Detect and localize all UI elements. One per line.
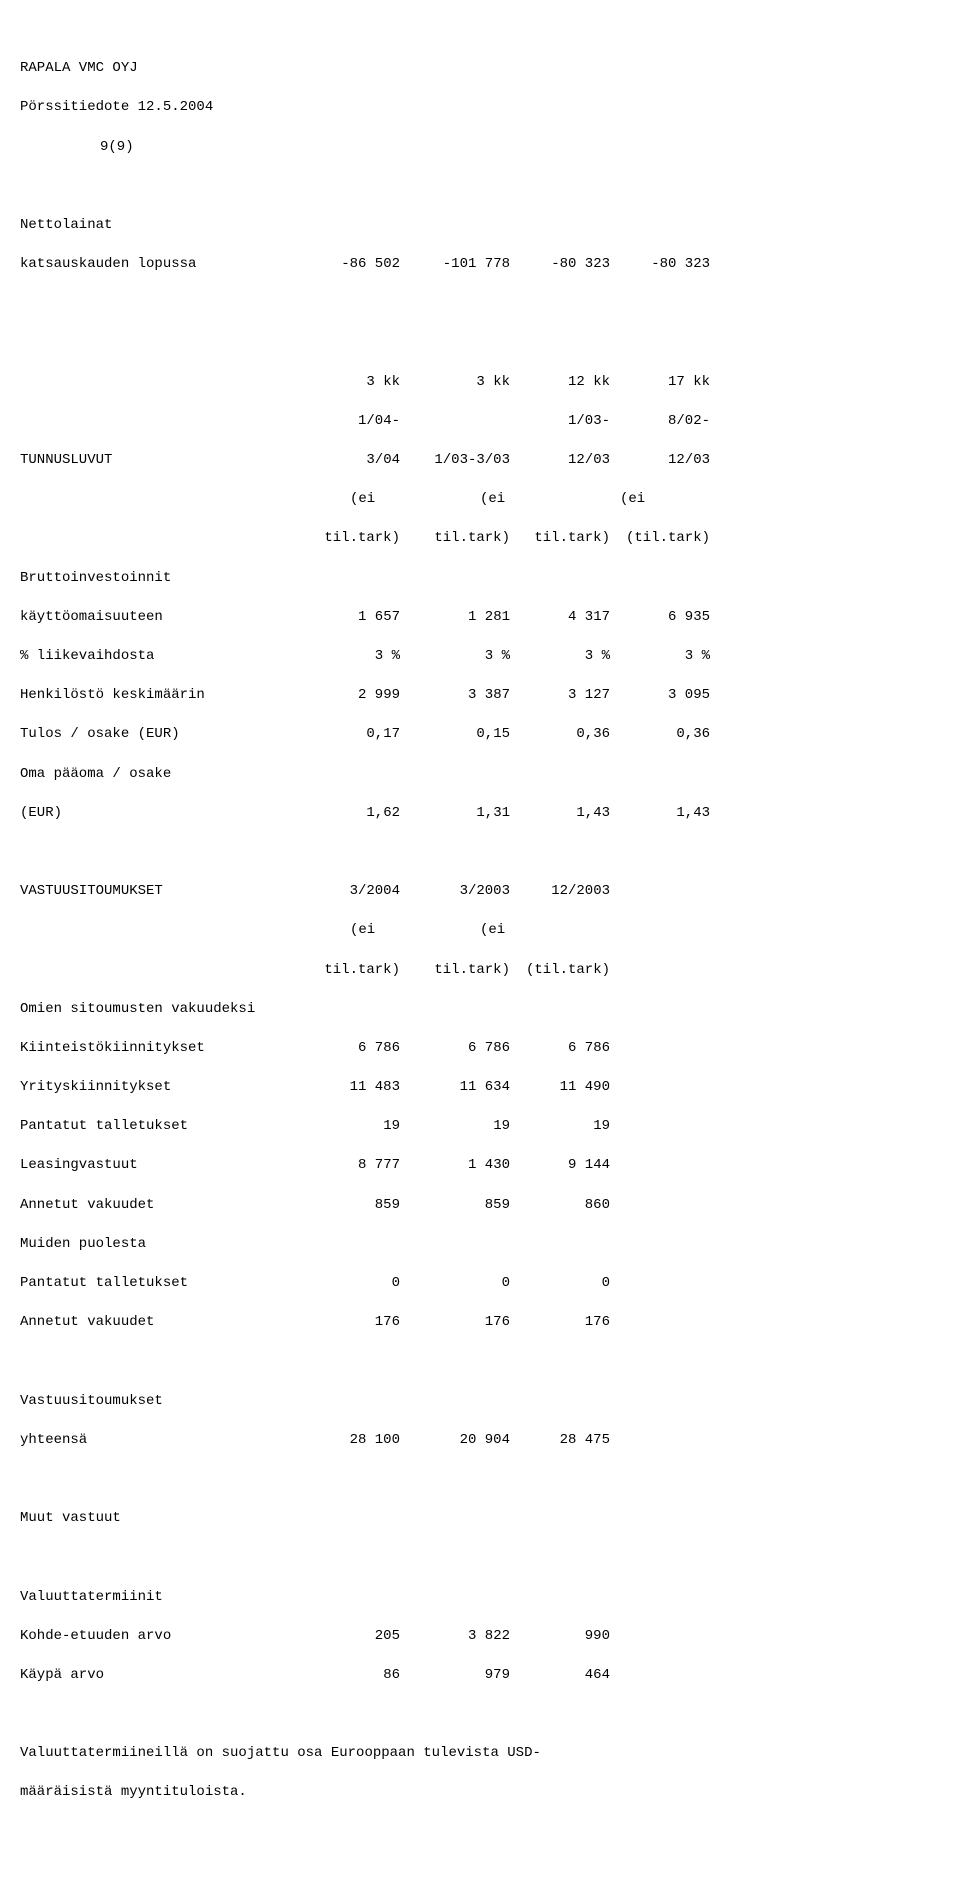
key-header-d: (ei(ei(ei xyxy=(20,490,940,510)
company-name: RAPALA VMC OYJ xyxy=(20,59,940,79)
commit-r3: Pantatut talletukset191919 xyxy=(20,1117,940,1137)
commit-f2: Käypä arvo86979464 xyxy=(20,1666,940,1686)
key-title: TUNNUSLUVUT xyxy=(20,451,300,471)
commit-title: VASTUUSITOUMUKSET xyxy=(20,882,300,902)
commit-tot: yhteensä28 10020 90428 475 xyxy=(20,1431,940,1451)
commit-r1: Kiinteistökiinnitykset6 7866 7866 786 xyxy=(20,1039,940,1059)
commit-r7: Annetut vakuudet176176176 xyxy=(20,1313,940,1333)
key-r4: Tulos / osake (EUR)0,170,150,360,36 xyxy=(20,725,940,745)
netloans-v4: -80 323 xyxy=(610,255,710,275)
netloans-v1: -86 502 xyxy=(300,255,400,275)
commit-r2: Yrityskiinnitykset11 48311 63411 490 xyxy=(20,1078,940,1098)
netloans-label: Nettolainat xyxy=(20,216,940,236)
page-number: 9(9) xyxy=(20,138,940,158)
commit-r4: Leasingvastuut8 7771 4309 144 xyxy=(20,1156,940,1176)
commit-other: Muut vastuut xyxy=(20,1509,940,1529)
subtitle: Pörssitiedote 12.5.2004 xyxy=(20,98,940,118)
key-header-e: til.tark)til.tark)til.tark)(til.tark) xyxy=(20,529,940,549)
netloans-v3: -80 323 xyxy=(510,255,610,275)
commit-sec2: Muiden puolesta xyxy=(20,1235,940,1255)
commit-header-c: til.tark)til.tark)(til.tark) xyxy=(20,961,940,981)
key-header-c: TUNNUSLUVUT3/041/03-3/0312/0312/03 xyxy=(20,451,940,471)
commit-f1: Kohde-etuuden arvo2053 822990 xyxy=(20,1627,940,1647)
key-header-a: 3 kk3 kk12 kk17 kk xyxy=(20,373,940,393)
footer-line1: Valuuttatermiineillä on suojattu osa Eur… xyxy=(20,1744,940,1764)
commit-header-b: (ei(ei xyxy=(20,921,940,941)
key-header-b: 1/04-1/03-8/02- xyxy=(20,412,940,432)
key-r0: Bruttoinvestoinnit xyxy=(20,569,940,589)
commit-totlabel: Vastuusitoumukset xyxy=(20,1392,940,1412)
netloans-row: katsauskauden lopussa-86 502-101 778-80 … xyxy=(20,255,940,275)
commit-header-a: VASTUUSITOUMUKSET3/20043/200312/2003 xyxy=(20,882,940,902)
key-r3: Henkilöstö keskimäärin2 9993 3873 1273 0… xyxy=(20,686,940,706)
key-r5: Oma pääoma / osake xyxy=(20,765,940,785)
footer-line2: määräisistä myyntituloista. xyxy=(20,1783,940,1803)
key-r1: käyttöomaisuuteen1 6571 2814 3176 935 xyxy=(20,608,940,628)
key-r6: (EUR)1,621,311,431,43 xyxy=(20,804,940,824)
commit-r5: Annetut vakuudet859859860 xyxy=(20,1196,940,1216)
key-r2: % liikevaihdosta3 %3 %3 %3 % xyxy=(20,647,940,667)
commit-r6: Pantatut talletukset000 xyxy=(20,1274,940,1294)
commit-sec1: Omien sitoumusten vakuudeksi xyxy=(20,1000,940,1020)
netloans-v2: -101 778 xyxy=(400,255,510,275)
netloans-label2: katsauskauden lopussa xyxy=(20,255,300,275)
commit-fwd: Valuuttatermiinit xyxy=(20,1588,940,1608)
